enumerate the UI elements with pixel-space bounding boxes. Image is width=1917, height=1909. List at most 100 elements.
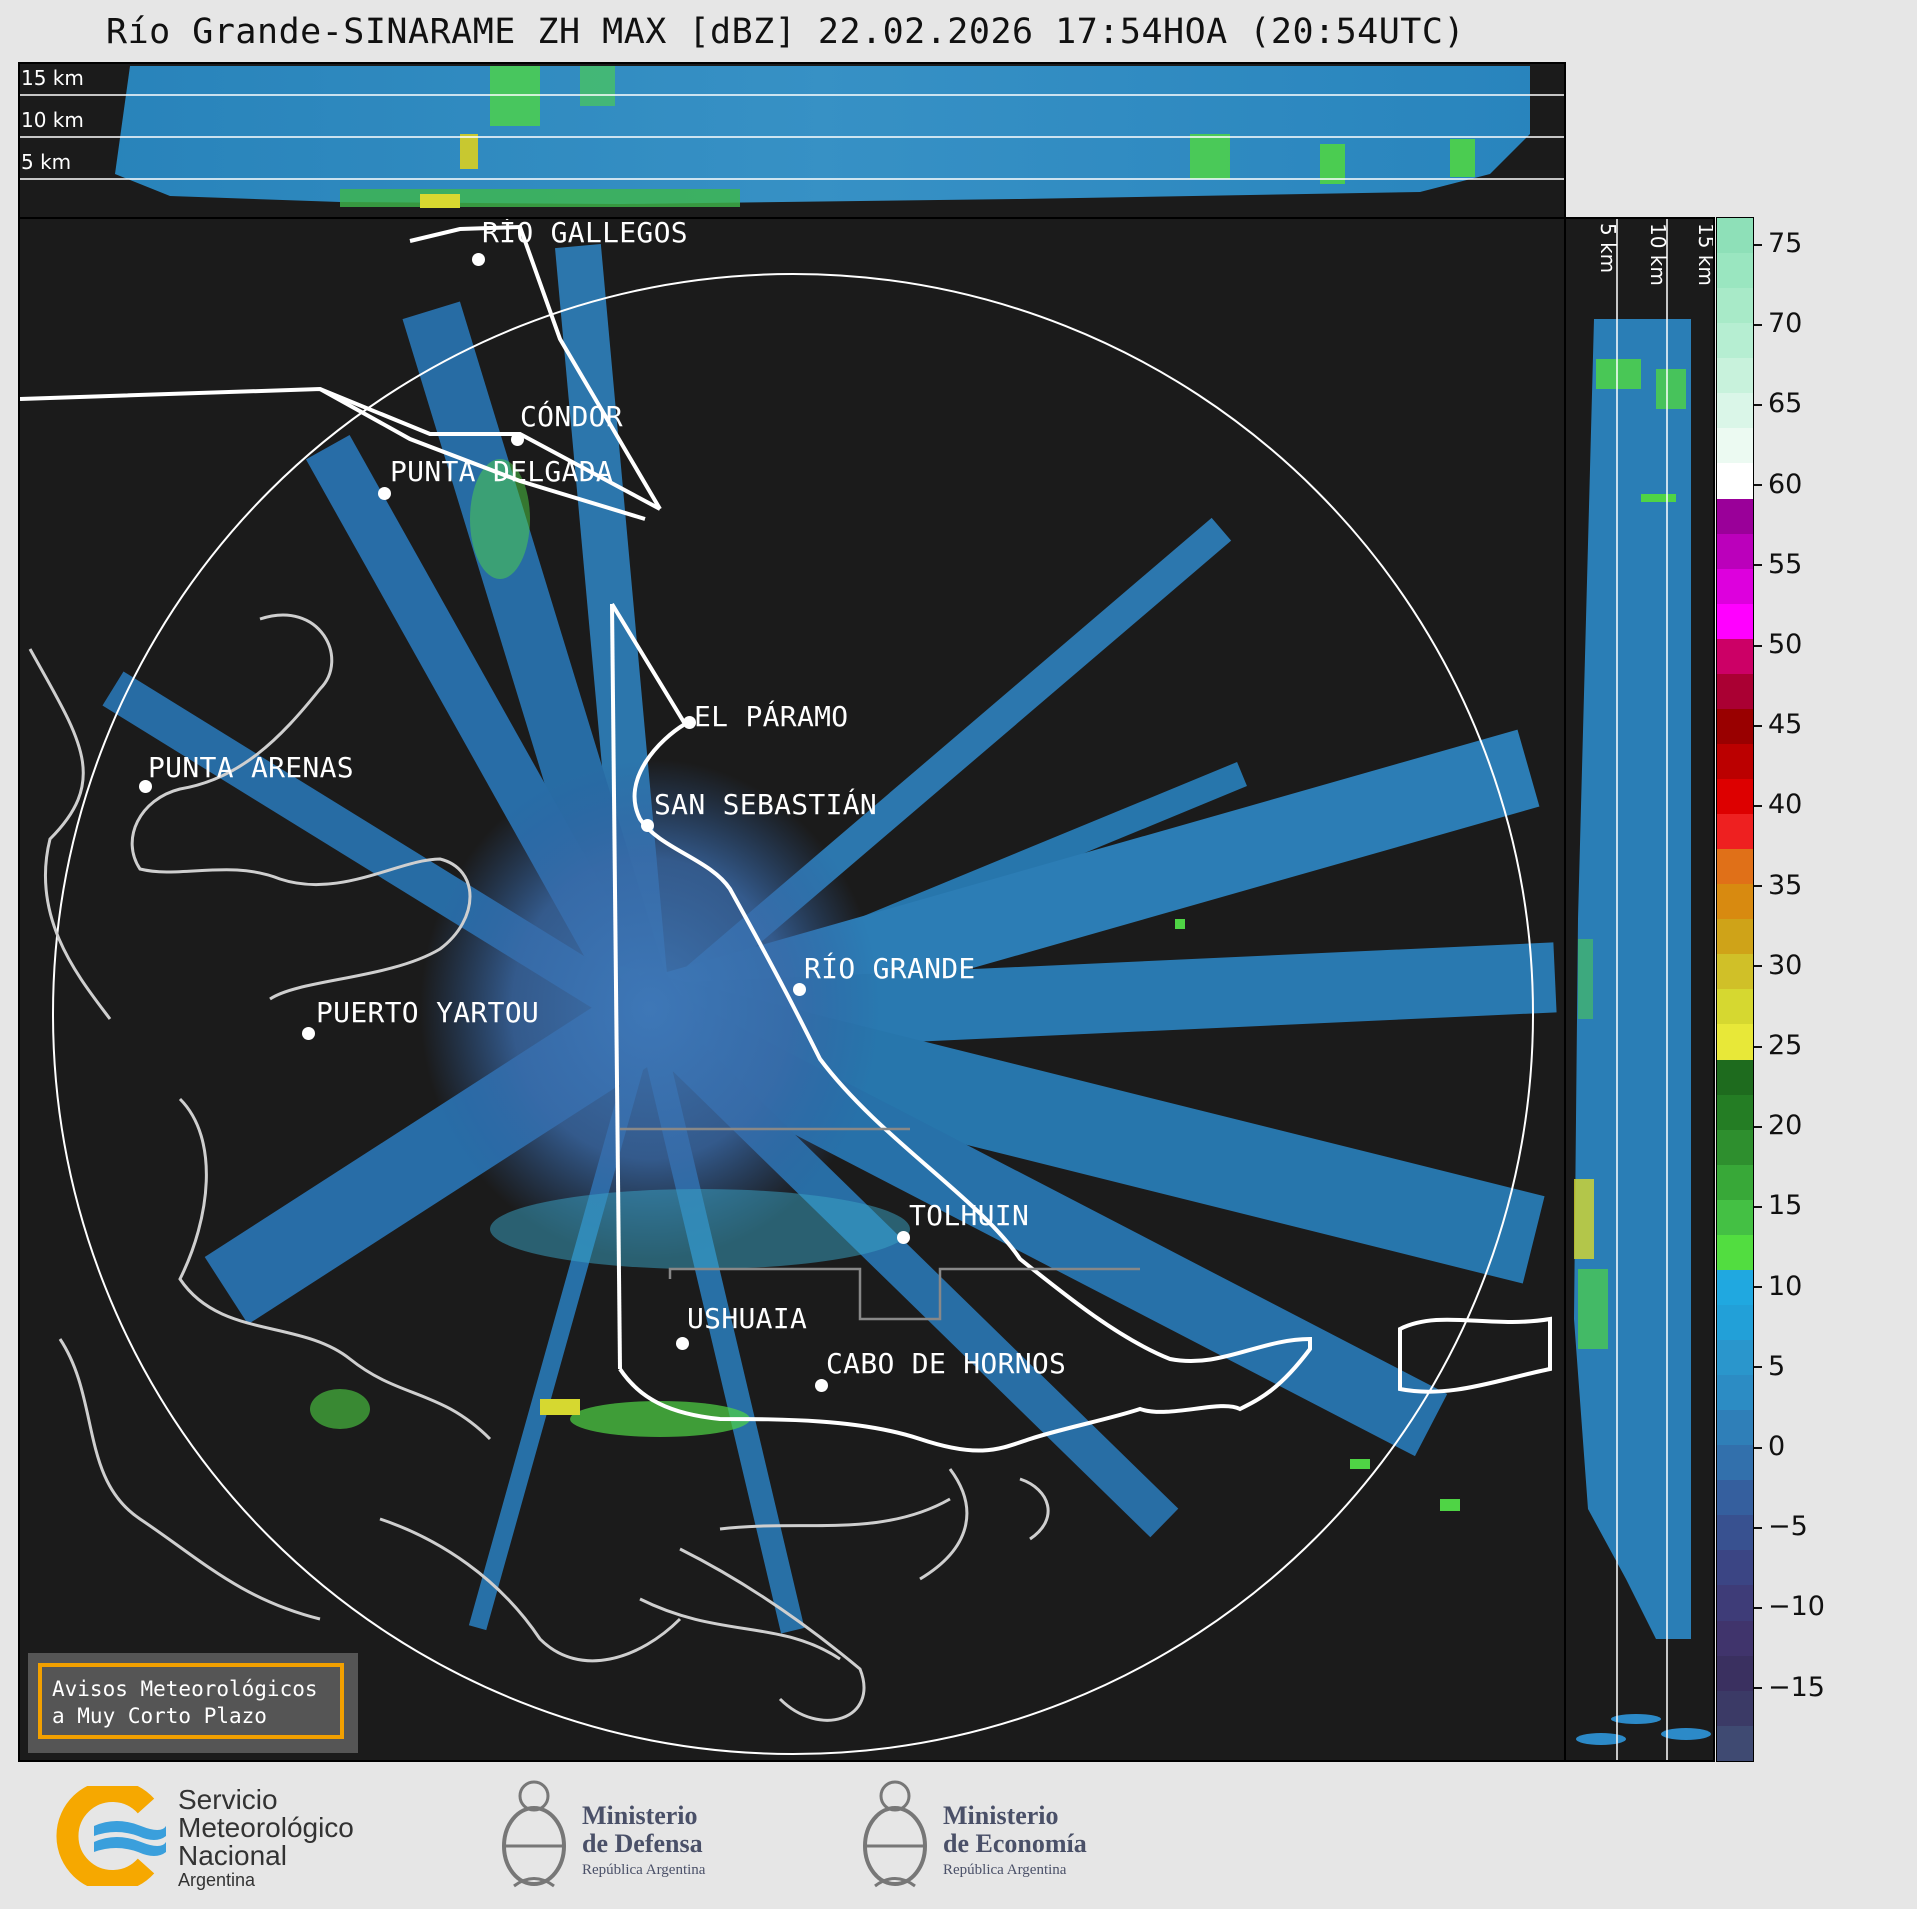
city-marker-ushuaia	[676, 1337, 689, 1350]
colorbar-swatch	[1717, 288, 1753, 324]
colorbar-tick-label: 65	[1753, 388, 1802, 419]
colorbar-swatch	[1717, 533, 1753, 569]
coastlines	[28, 613, 1050, 1722]
colorbar-tick-label: 15	[1753, 1190, 1802, 1221]
city-label-ushuaia: USHUAIA	[687, 1302, 808, 1335]
city-label-rio-gallegos: RÍO GALLEGOS	[482, 217, 688, 249]
colorbar-swatch	[1717, 1059, 1753, 1095]
colorbar-swatch	[1717, 1480, 1753, 1516]
colorbar-tick-label: −15	[1754, 1672, 1825, 1703]
colorbar-swatch	[1717, 1620, 1753, 1656]
colorbar-swatch	[1717, 498, 1753, 534]
colorbar-swatch	[1717, 1515, 1753, 1551]
radar-map-panel: RÍO GALLEGOS CÓNDOR PUNTA DELGADA EL PÁR…	[18, 217, 1566, 1762]
colorbar-swatch	[1717, 1445, 1753, 1481]
colorbar	[1716, 217, 1754, 1762]
colorbar-tick-label: 10	[1753, 1271, 1802, 1302]
smn-logo: Servicio Meteorológico Nacional Argentin…	[56, 1780, 396, 1892]
colorbar-swatch	[1717, 603, 1753, 639]
city-marker-condor	[511, 433, 524, 446]
colorbar-swatch	[1717, 428, 1753, 464]
colorbar-tick-label: 0	[1753, 1431, 1785, 1462]
colorbar-swatch	[1717, 253, 1753, 289]
colorbar-swatch	[1717, 358, 1753, 394]
colorbar-swatch	[1717, 1725, 1753, 1761]
colorbar-swatch	[1717, 1410, 1753, 1446]
smn-line-3: Nacional	[178, 1840, 287, 1871]
city-marker-cabo-de-hornos	[815, 1379, 828, 1392]
radar-map	[20, 224, 1557, 1755]
defensa-line-3: República Argentina	[582, 1862, 706, 1878]
notice-line-1: Avisos Meteorológicos	[52, 1677, 318, 1701]
city-label-el-paramo: EL PÁRAMO	[694, 700, 849, 733]
colorbar-tick-label: −5	[1754, 1511, 1808, 1542]
defensa-text: Ministerio de Defensa	[582, 1802, 703, 1858]
radar-echo-core	[420, 759, 880, 1259]
colorbar-tick-label: 60	[1753, 469, 1802, 500]
city-label-san-sebastian: SAN SEBASTIÁN	[654, 788, 878, 821]
radar-echo-convective	[310, 459, 1460, 1511]
colorbar-swatch	[1717, 814, 1753, 850]
range-ring	[52, 273, 1534, 1755]
colorbar-swatch	[1717, 218, 1753, 254]
colorbar-tick-label: 45	[1753, 709, 1802, 740]
city-marker-punta-delgada	[378, 487, 391, 500]
smn-line-1: Servicio	[178, 1784, 278, 1815]
colorbar-tick-label: 25	[1753, 1030, 1802, 1061]
top-label-5km: 5 km	[21, 150, 72, 174]
colorbar-swatch	[1717, 638, 1753, 674]
country-borders	[20, 224, 1552, 1453]
colorbar-swatch	[1717, 1024, 1753, 1060]
top-cross-section-echo	[20, 66, 1564, 208]
side-label-10km: 10 km	[1646, 223, 1670, 286]
defensa-line-2: de Defensa	[582, 1829, 703, 1858]
city-label-tolhuin: TOLHUIN	[909, 1199, 1030, 1232]
defensa-logo: Ministerio de Defensa República Argentin…	[494, 1776, 754, 1896]
colorbar-swatch	[1717, 849, 1753, 885]
colorbar-tick-label: −10	[1754, 1591, 1825, 1622]
colorbar-swatch	[1717, 1129, 1753, 1165]
colorbar-swatch	[1717, 323, 1753, 359]
economia-line-1: Ministerio	[943, 1801, 1059, 1830]
smn-line-2: Meteorológico	[178, 1812, 354, 1843]
city-marker-el-paramo	[683, 716, 696, 729]
colorbar-tick-label: 35	[1753, 870, 1802, 901]
chart-title: Río Grande-SINARAME ZH MAX [dBZ] 22.02.2…	[106, 12, 1466, 52]
smn-logo-icon	[56, 1780, 166, 1892]
colorbar-swatch	[1717, 1340, 1753, 1376]
colorbar-swatch	[1717, 1690, 1753, 1726]
notice-frame: Avisos Meteorológicos a Muy Corto Plazo	[38, 1663, 344, 1739]
city-label-rio-grande: RÍO GRANDE	[804, 952, 976, 985]
top-label-15km: 15 km	[21, 66, 84, 90]
colorbar-tick-label: 5	[1753, 1351, 1785, 1382]
side-cross-section-echo	[1574, 219, 1711, 1760]
colorbar-swatch	[1717, 673, 1753, 709]
colorbar-swatch	[1717, 463, 1753, 499]
defensa-line-1: Ministerio	[582, 1801, 698, 1830]
colorbar-tick-label: 50	[1753, 629, 1802, 660]
defensa-seal-icon	[502, 1780, 566, 1888]
colorbar-swatch	[1717, 743, 1753, 779]
top-cross-section-panel: 15 km 10 km 5 km	[18, 62, 1566, 219]
top-label-10km: 10 km	[21, 108, 84, 132]
colorbar-swatch	[1717, 1655, 1753, 1691]
colorbar-tick-label: 75	[1753, 228, 1802, 259]
colorbar-swatch	[1717, 1164, 1753, 1200]
city-label-condor: CÓNDOR	[520, 400, 623, 433]
notice-box: Avisos Meteorológicos a Muy Corto Plazo	[28, 1653, 358, 1753]
colorbar-swatch	[1717, 1304, 1753, 1340]
colorbar-tick-label: 55	[1753, 549, 1802, 580]
side-label-15km: 15 km	[1694, 223, 1715, 286]
colorbar-swatch	[1717, 919, 1753, 955]
colorbar-swatch	[1717, 1375, 1753, 1411]
colorbar-tick-label: 40	[1753, 789, 1802, 820]
city-marker-rio-grande	[793, 983, 806, 996]
colorbar-swatch	[1717, 954, 1753, 990]
colorbar-swatch	[1717, 1234, 1753, 1270]
colorbar-swatch	[1717, 1199, 1753, 1235]
city-label-punta-delgada: PUNTA DELGADA	[390, 455, 614, 488]
economia-text: Ministerio de Economía	[943, 1802, 1087, 1858]
city-label-cabo-de-hornos: CABO DE HORNOS	[826, 1347, 1067, 1380]
side-label-5km: 5 km	[1596, 223, 1620, 274]
city-marker-rio-gallegos	[472, 253, 485, 266]
